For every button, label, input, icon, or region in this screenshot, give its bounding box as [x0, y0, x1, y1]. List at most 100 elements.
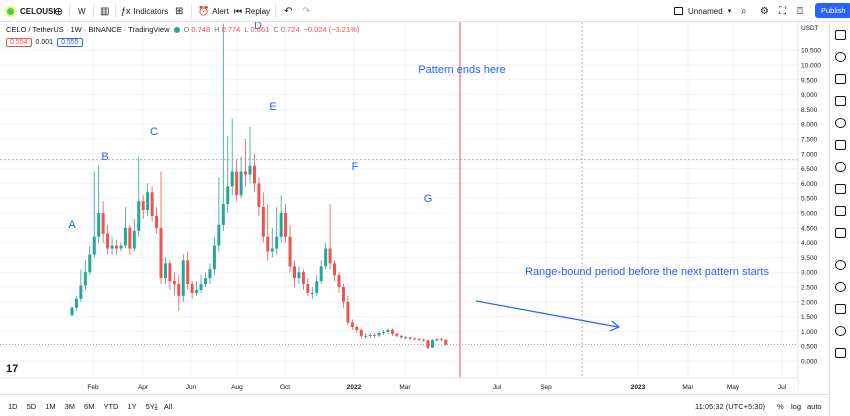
bar-style-icon[interactable]: ▥ — [100, 5, 110, 17]
candle-body — [132, 230, 136, 249]
bottom-bar: 1D 5D 1M 3M 6M YTD 1Y 5Y All ⤓ 11:05:32 (UTC+5:3… — [0, 394, 829, 416]
compare-plus-icon[interactable]: ⊕ — [54, 5, 64, 18]
interval-button[interactable]: W — [78, 6, 86, 16]
series-title: CELO / TetherUS · 1W · BINANCE · Trading… — [6, 25, 170, 34]
candle-body — [364, 335, 368, 337]
pine-editor-icon[interactable] — [835, 304, 846, 314]
time-tick-label: Mar — [399, 384, 411, 391]
range-button-5y[interactable]: 5Y — [145, 401, 155, 411]
pattern-ends-annotation: Pattern ends here — [418, 64, 505, 76]
candle-body — [368, 334, 372, 336]
candle-body — [319, 266, 323, 282]
publish-button[interactable]: Publish — [815, 3, 850, 18]
layout-menu[interactable]: Unnamed ▾ — [674, 0, 731, 22]
candle-body — [244, 171, 248, 175]
data-window-icon[interactable] — [835, 74, 846, 84]
toolbar-divider — [275, 4, 276, 18]
candle-body — [119, 245, 123, 249]
price-tick-label: 8.000 — [801, 122, 818, 129]
candle-body — [386, 329, 390, 332]
candle-body — [355, 326, 359, 330]
goto-date-icon[interactable]: ⤓ — [154, 400, 158, 411]
help-icon[interactable] — [835, 282, 846, 292]
calendar-icon[interactable] — [835, 140, 846, 150]
range-bound-annotation: Range-bound period before the next patte… — [525, 266, 769, 278]
candle-body — [199, 284, 203, 290]
range-button-1m[interactable]: 1M — [45, 401, 56, 411]
hotlist-target-icon[interactable] — [835, 118, 846, 128]
ohlc-change: −0.024 (−3.21%) — [303, 25, 360, 34]
log-toggle[interactable]: log — [791, 401, 802, 411]
trend-arrow-line — [475, 300, 619, 328]
candle-body — [252, 165, 256, 184]
range-button-6m[interactable]: 6M — [84, 401, 95, 411]
alerts-clock-icon[interactable] — [835, 52, 846, 62]
ideas-bulb-icon[interactable] — [835, 162, 846, 172]
candle-body — [230, 171, 234, 187]
candle-body — [346, 301, 350, 323]
candle-body — [315, 281, 319, 293]
layout-square-icon — [674, 7, 683, 15]
price-tick-label: 7.000 — [801, 151, 818, 158]
range-button-5d[interactable]: 5D — [26, 401, 37, 411]
ohlc-low-label: L — [244, 25, 249, 34]
candle-body — [439, 338, 443, 340]
candle-body — [248, 165, 252, 175]
range-button-all[interactable]: All — [163, 401, 173, 411]
auto-toggle[interactable]: auto — [807, 401, 822, 411]
indicators-icon: ƒx — [121, 6, 131, 16]
news-icon[interactable] — [835, 228, 846, 238]
candle-body — [217, 224, 221, 246]
notifications-icon[interactable] — [835, 206, 846, 216]
candle-body — [106, 233, 110, 249]
object-tree-icon[interactable] — [835, 96, 846, 106]
camera-icon[interactable]: ⌼ — [797, 5, 803, 17]
price-tick-label: 6.500 — [801, 166, 818, 173]
candle-body — [110, 245, 114, 249]
apps-grid-icon[interactable] — [835, 348, 846, 358]
tradingview-logo: 17 — [6, 363, 18, 375]
candle-body — [83, 272, 87, 286]
time-tick-label: Jun — [186, 384, 197, 391]
range-button-ytd[interactable]: YTD — [103, 401, 119, 411]
price-tick-label: 4.000 — [801, 240, 818, 247]
candle-body — [221, 204, 225, 225]
indicators-button[interactable]: ƒx Indicators — [121, 0, 168, 22]
candle-body — [288, 236, 292, 267]
bid-price[interactable]: 0.554 — [6, 38, 32, 47]
range-button-1d[interactable]: 1D — [8, 401, 18, 411]
candle-body — [359, 329, 363, 336]
templates-grid-icon[interactable]: ⊞ — [175, 5, 184, 17]
candle-body — [92, 236, 96, 255]
replay-button[interactable]: ⏮ Replay — [234, 0, 270, 22]
chat-bubble-icon[interactable] — [835, 184, 846, 194]
fullscreen-icon[interactable]: ⛶ — [779, 5, 786, 17]
candle-body — [195, 289, 199, 293]
range-button-1y[interactable]: 1Y — [127, 401, 137, 411]
overlays-group: 6.7990.5544d 13hMon 16 May '22Mon 17 Oct… — [0, 22, 828, 391]
redo-icon[interactable]: ↷ — [302, 5, 311, 17]
range-button-3m[interactable]: 3M — [64, 401, 76, 411]
market-status-dot — [173, 26, 180, 33]
candle-body — [115, 245, 118, 249]
candlestick-chart[interactable]: 6.7990.5544d 13hMon 16 May '22Mon 17 Oct… — [0, 22, 829, 394]
ask-price[interactable]: 0.555 — [57, 38, 83, 47]
candle-body — [270, 248, 274, 252]
symbol-search[interactable]: CELOUSI — [5, 0, 56, 22]
utc-clock[interactable]: 11:05:32 (UTC+5:30) — [695, 401, 766, 411]
broadcast-icon[interactable] — [835, 260, 846, 270]
candle-body — [146, 192, 150, 211]
candle-body — [235, 171, 239, 196]
alert-button[interactable]: ⏰ Alert — [198, 0, 229, 22]
alert-label: Alert — [212, 6, 229, 16]
ohlc-close-label: C — [273, 25, 279, 34]
trading-panel-icon[interactable] — [835, 326, 846, 336]
watchlist-icon[interactable] — [835, 30, 846, 40]
percent-toggle[interactable]: % — [777, 401, 784, 411]
gear-icon[interactable]: ⚙ — [760, 5, 769, 17]
candle-body — [266, 236, 270, 252]
undo-icon[interactable]: ↶ — [284, 5, 293, 17]
chart-area[interactable]: 6.7990.5544d 13hMon 16 May '22Mon 17 Oct… — [0, 22, 829, 394]
search-icon[interactable]: ⌕ — [741, 5, 747, 17]
candle-body — [74, 298, 78, 308]
